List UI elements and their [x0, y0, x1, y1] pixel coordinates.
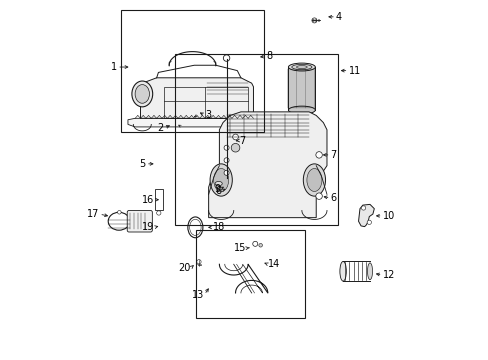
- Ellipse shape: [213, 168, 228, 192]
- Circle shape: [224, 170, 228, 175]
- Ellipse shape: [135, 85, 149, 103]
- Text: 8: 8: [265, 51, 272, 61]
- Ellipse shape: [296, 66, 306, 68]
- FancyBboxPatch shape: [127, 211, 152, 232]
- Text: 9: 9: [214, 184, 220, 194]
- Text: 1: 1: [111, 62, 117, 72]
- Text: 20: 20: [178, 263, 190, 273]
- Text: 14: 14: [267, 259, 280, 269]
- Circle shape: [156, 211, 161, 215]
- Text: 17: 17: [87, 209, 99, 219]
- Ellipse shape: [306, 168, 321, 192]
- Circle shape: [366, 220, 371, 225]
- Text: 7: 7: [330, 150, 336, 160]
- Ellipse shape: [291, 64, 311, 70]
- Bar: [196, 230, 305, 318]
- Circle shape: [196, 260, 201, 264]
- Ellipse shape: [215, 181, 222, 186]
- Polygon shape: [208, 112, 326, 218]
- Circle shape: [312, 19, 314, 22]
- Circle shape: [224, 158, 228, 163]
- Bar: [121, 10, 264, 132]
- Circle shape: [223, 55, 229, 61]
- Bar: [155, 189, 163, 211]
- Circle shape: [315, 152, 322, 158]
- Text: 5: 5: [140, 159, 145, 169]
- Circle shape: [311, 18, 316, 23]
- Polygon shape: [140, 78, 253, 118]
- Ellipse shape: [288, 106, 315, 114]
- Circle shape: [231, 143, 239, 152]
- Polygon shape: [358, 204, 373, 226]
- Text: 16: 16: [142, 195, 154, 205]
- Circle shape: [258, 243, 262, 247]
- Circle shape: [361, 206, 365, 210]
- Text: 2: 2: [157, 123, 163, 133]
- Bar: [163, 87, 247, 118]
- Text: 10: 10: [382, 211, 394, 221]
- Ellipse shape: [303, 164, 325, 196]
- Bar: [174, 54, 337, 225]
- Text: 6: 6: [215, 186, 221, 196]
- Circle shape: [252, 241, 257, 246]
- Text: 15: 15: [233, 243, 246, 253]
- Text: 13: 13: [192, 290, 204, 300]
- Text: 3: 3: [204, 111, 211, 121]
- Text: 11: 11: [348, 66, 360, 76]
- Ellipse shape: [339, 261, 346, 281]
- Text: 4: 4: [335, 12, 342, 22]
- Circle shape: [117, 211, 121, 214]
- Ellipse shape: [210, 164, 232, 196]
- Circle shape: [224, 145, 228, 150]
- Ellipse shape: [132, 81, 152, 107]
- Polygon shape: [128, 118, 257, 127]
- Ellipse shape: [288, 63, 315, 71]
- Text: 12: 12: [382, 270, 394, 280]
- Circle shape: [315, 193, 322, 199]
- Text: 7: 7: [239, 136, 245, 145]
- Circle shape: [232, 134, 238, 140]
- Text: 6: 6: [330, 193, 336, 203]
- Ellipse shape: [367, 263, 372, 280]
- Text: 19: 19: [142, 222, 154, 232]
- Text: 18: 18: [212, 222, 225, 232]
